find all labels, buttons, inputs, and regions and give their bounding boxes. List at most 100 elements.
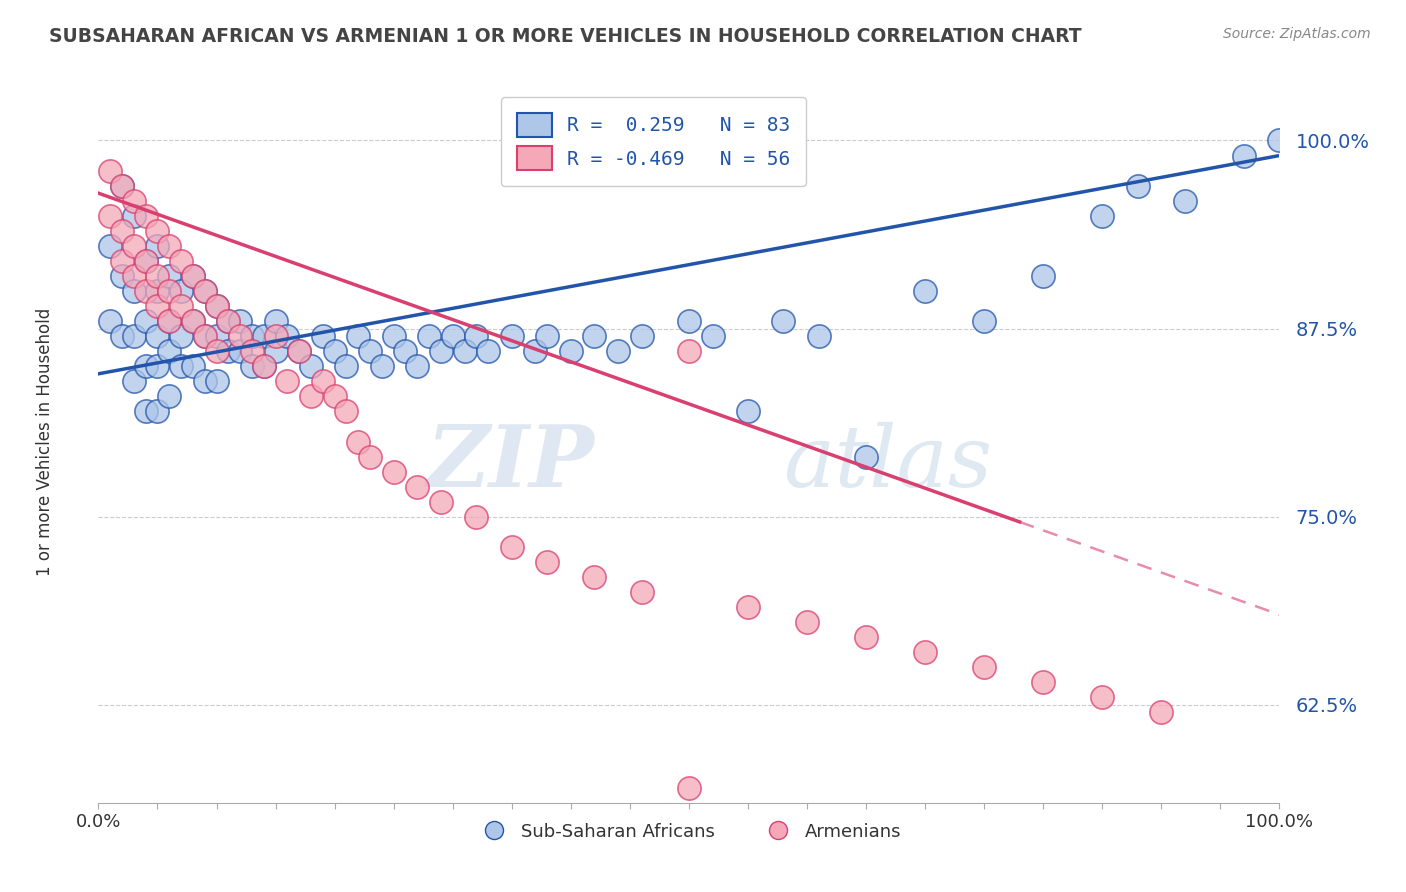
Text: SUBSAHARAN AFRICAN VS ARMENIAN 1 OR MORE VEHICLES IN HOUSEHOLD CORRELATION CHART: SUBSAHARAN AFRICAN VS ARMENIAN 1 OR MORE…: [49, 27, 1081, 45]
Point: [229, 314, 252, 328]
Point: [98, 163, 121, 178]
Point: [170, 284, 193, 298]
Point: [1233, 148, 1256, 162]
Point: [181, 268, 204, 283]
Point: [607, 344, 630, 359]
Point: [146, 224, 169, 238]
Point: [465, 509, 488, 524]
Point: [157, 314, 180, 328]
Point: [122, 329, 145, 343]
Point: [772, 314, 794, 328]
Point: [560, 344, 582, 359]
Point: [264, 329, 287, 343]
Point: [146, 404, 169, 418]
Point: [312, 375, 335, 389]
Point: [276, 375, 298, 389]
Point: [973, 314, 995, 328]
Point: [157, 268, 180, 283]
Point: [111, 178, 134, 193]
Point: [796, 615, 818, 630]
Point: [122, 209, 145, 223]
Point: [264, 314, 287, 328]
Point: [583, 329, 606, 343]
Point: [702, 329, 724, 343]
Point: [135, 404, 157, 418]
Point: [323, 389, 346, 403]
Point: [737, 404, 759, 418]
Point: [217, 344, 239, 359]
Point: [1091, 690, 1114, 705]
Point: [536, 329, 558, 343]
Point: [406, 359, 429, 374]
Point: [229, 329, 252, 343]
Point: [1268, 134, 1291, 148]
Point: [371, 359, 394, 374]
Point: [678, 780, 700, 795]
Point: [1126, 178, 1149, 193]
Point: [146, 268, 169, 283]
Point: [678, 344, 700, 359]
Point: [737, 600, 759, 615]
Point: [359, 450, 381, 464]
Point: [98, 314, 121, 328]
Point: [135, 314, 157, 328]
Point: [157, 389, 180, 403]
Point: [382, 465, 405, 479]
Point: [430, 344, 453, 359]
Point: [312, 329, 335, 343]
Point: [135, 209, 157, 223]
Point: [501, 540, 523, 554]
Point: [347, 434, 370, 449]
Point: [288, 344, 311, 359]
Point: [170, 253, 193, 268]
Point: [807, 329, 830, 343]
Point: [441, 329, 464, 343]
Point: [855, 630, 877, 644]
Point: [157, 344, 180, 359]
Point: [146, 299, 169, 313]
Point: [181, 268, 204, 283]
Point: [973, 660, 995, 674]
Point: [181, 314, 204, 328]
Point: [335, 404, 357, 418]
Point: [299, 389, 322, 403]
Point: [181, 359, 204, 374]
Point: [146, 329, 169, 343]
Point: [359, 344, 381, 359]
Point: [264, 344, 287, 359]
Point: [98, 209, 121, 223]
Point: [194, 329, 217, 343]
Point: [205, 344, 228, 359]
Point: [1150, 706, 1173, 720]
Point: [194, 375, 217, 389]
Point: [194, 284, 217, 298]
Point: [914, 284, 936, 298]
Text: 1 or more Vehicles in Household: 1 or more Vehicles in Household: [37, 308, 55, 575]
Point: [135, 284, 157, 298]
Point: [453, 344, 475, 359]
Point: [1032, 268, 1054, 283]
Point: [194, 284, 217, 298]
Point: [122, 375, 145, 389]
Point: [217, 314, 239, 328]
Point: [524, 344, 547, 359]
Point: [170, 359, 193, 374]
Point: [855, 450, 877, 464]
Point: [630, 329, 652, 343]
Point: [335, 359, 357, 374]
Point: [299, 359, 322, 374]
Point: [240, 344, 263, 359]
Point: [583, 570, 606, 584]
Legend: Sub-Saharan Africans, Armenians: Sub-Saharan Africans, Armenians: [468, 815, 910, 848]
Point: [501, 329, 523, 343]
Point: [418, 329, 440, 343]
Point: [111, 329, 134, 343]
Point: [146, 239, 169, 253]
Point: [111, 224, 134, 238]
Point: [205, 299, 228, 313]
Point: [229, 344, 252, 359]
Point: [217, 314, 239, 328]
Point: [122, 268, 145, 283]
Point: [194, 329, 217, 343]
Point: [181, 314, 204, 328]
